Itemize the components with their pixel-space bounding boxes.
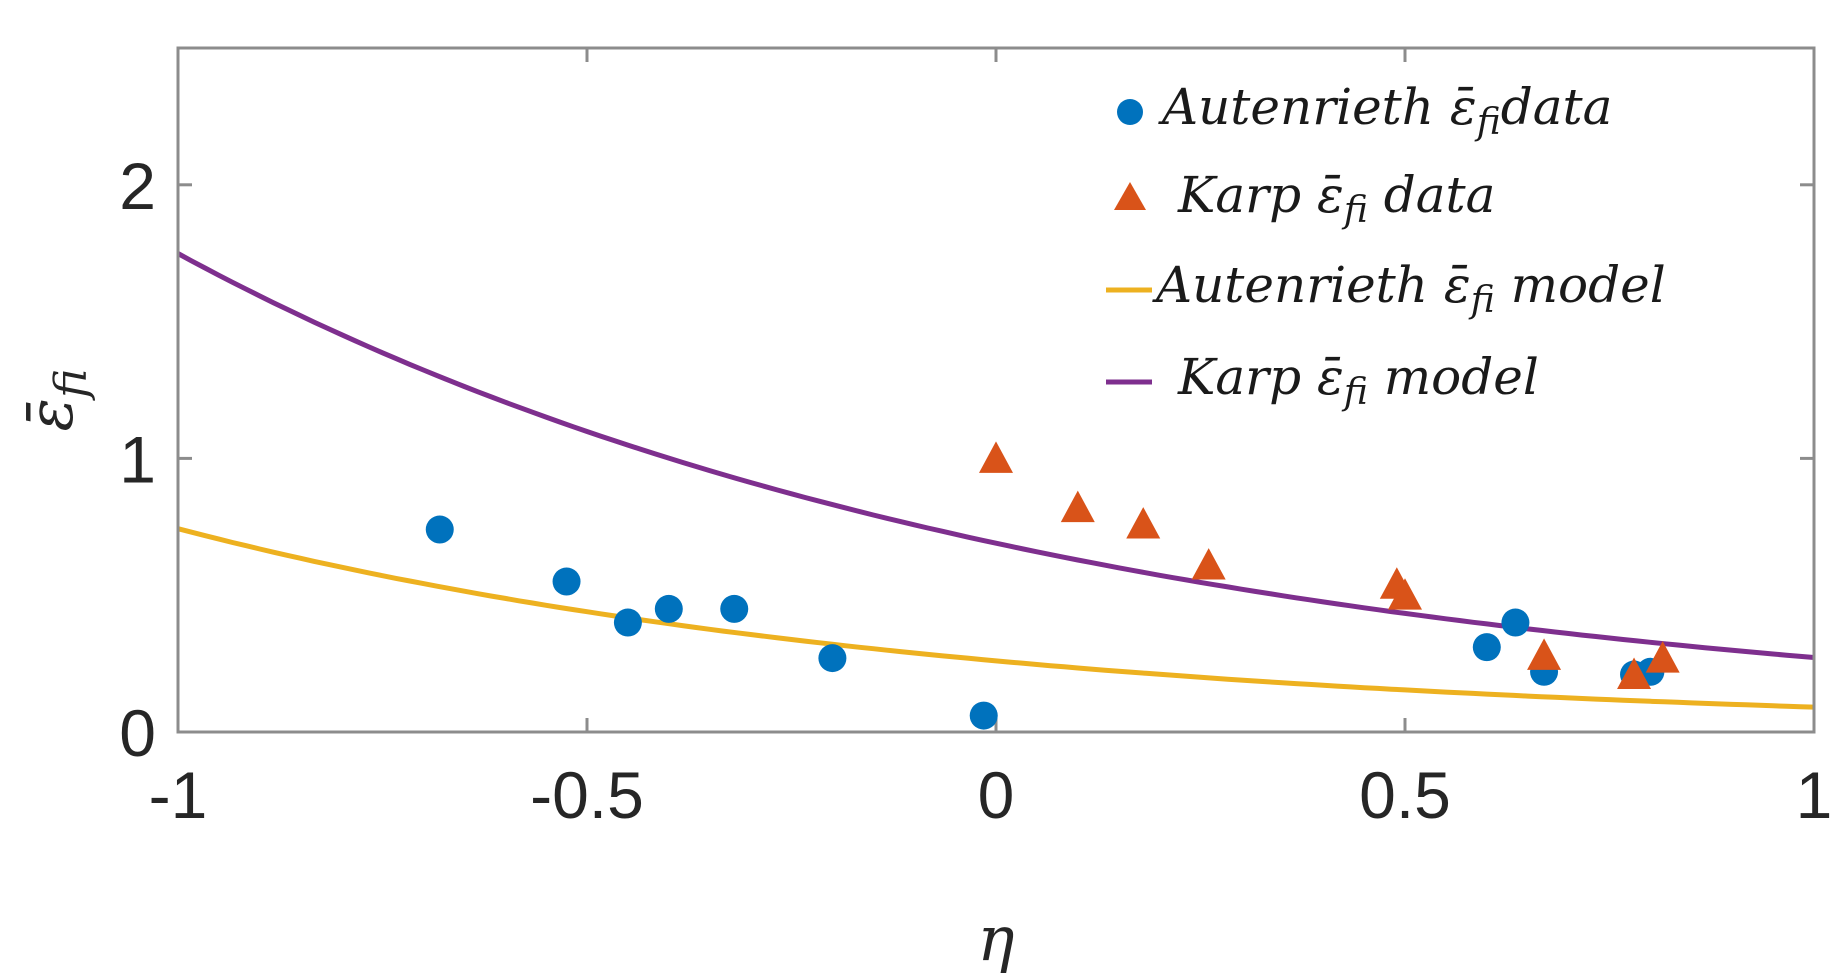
x-tick-label: 1 (1796, 758, 1833, 832)
model-line-karp (176, 251, 1815, 660)
data-point-karp (1191, 548, 1226, 580)
data-point-autenrieth (552, 567, 581, 596)
model-line-autenrieth (177, 526, 1815, 710)
data-point-autenrieth (613, 608, 642, 637)
data-point-karp (1060, 490, 1095, 523)
x-axis-label: η (977, 902, 1014, 975)
legend-marker-autenrieth-data (1117, 99, 1143, 125)
y-tick-label: 0 (119, 696, 156, 770)
data-point-karp (979, 441, 1013, 473)
data-point-autenrieth (720, 594, 749, 623)
y-tick-label: 2 (119, 149, 156, 223)
data-point-autenrieth (1472, 633, 1501, 662)
plot-area (178, 48, 1814, 732)
data-point-autenrieth (969, 701, 998, 730)
x-tick-label: 0.5 (1359, 758, 1451, 832)
x-tick-label: -1 (149, 758, 208, 832)
data-point-karp (1388, 578, 1422, 610)
data-point-karp (1617, 657, 1652, 689)
y-axis-label: ε̄fi (14, 369, 97, 432)
data-point-karp (1527, 638, 1562, 670)
plot-frame (176, 46, 1816, 734)
svg-text:ε̄fi: ε̄fi (14, 369, 97, 432)
data-point-autenrieth (1501, 608, 1530, 637)
legend-marker-karp-data (1114, 182, 1146, 210)
y-tick-label: 1 (119, 422, 156, 496)
data-point-karp (1126, 507, 1161, 539)
model-lines (176, 251, 1815, 710)
tick-labels: -1 -0.5 0 0.5 1 0 1 2 (119, 149, 1832, 832)
data-point-autenrieth (425, 515, 454, 544)
data-point-autenrieth (654, 594, 683, 623)
data-point-karp (1645, 641, 1680, 673)
legend-entry-karp-model: Karp ε̄fi model (1177, 348, 1539, 413)
y-axis-symbol: ε̄ (14, 398, 87, 431)
x-tick-label: -0.5 (530, 758, 644, 832)
data-point-autenrieth (818, 644, 847, 673)
x-tick-label: 0 (978, 758, 1015, 832)
data-markers (425, 441, 1680, 730)
y-axis-subscript: fi (46, 369, 97, 401)
legend-entry-autenrieth-data: Autenrieth ε̄fidata (1158, 78, 1612, 143)
legend-entry-autenrieth-model: Autenrieth ε̄fi model (1152, 256, 1666, 321)
legend: Autenrieth ε̄fidata Karp ε̄fi data Auten… (1106, 78, 1666, 413)
legend-entry-karp-data: Karp ε̄fi data (1177, 166, 1495, 231)
